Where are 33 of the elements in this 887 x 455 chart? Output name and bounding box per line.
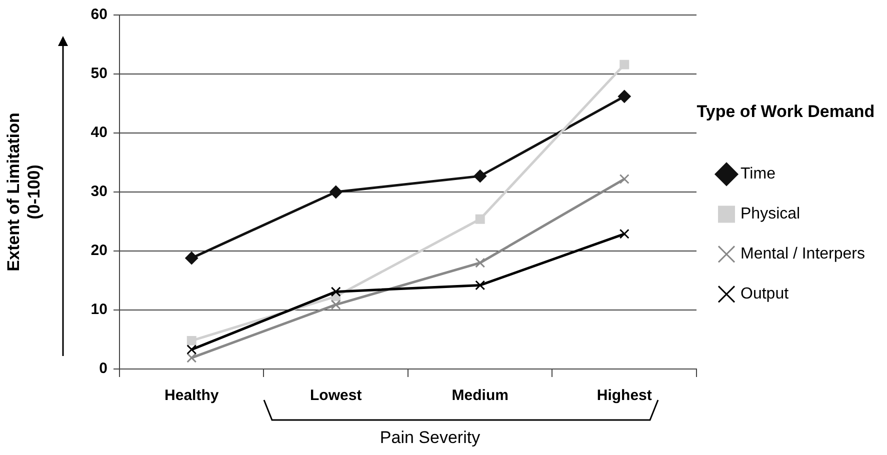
- point: [185, 252, 198, 265]
- y-tick-label: 30: [90, 183, 108, 200]
- point: [330, 300, 341, 310]
- point: [329, 186, 342, 198]
- legend-label: Physical: [740, 206, 800, 223]
- legend-label: Time: [740, 166, 776, 183]
- y-tick-label: 50: [90, 65, 108, 82]
- y-tick-label: 0: [99, 360, 108, 378]
- legend-label: Mental / Interpers: [740, 246, 865, 263]
- point: [618, 90, 631, 103]
- point: [619, 174, 630, 184]
- point: [475, 258, 486, 268]
- y-axis-title: Extent of Limitation (0-100): [4, 112, 44, 272]
- y-tick-label: 40: [90, 124, 108, 142]
- point: [475, 280, 486, 290]
- y-tick-label: 20: [90, 242, 108, 260]
- legend-title: Type of Work Demand: [696, 102, 875, 121]
- legend-label: Output: [740, 286, 790, 303]
- point: [620, 60, 630, 70]
- point: [186, 352, 197, 363]
- x-axis-title: Pain Severity: [378, 428, 482, 448]
- y-tick-label: 60: [90, 6, 108, 24]
- point: [330, 286, 341, 297]
- y-tick-label: 10: [90, 301, 108, 318]
- point: [475, 214, 485, 224]
- point: [186, 336, 196, 346]
- x-tick-label: Lowest: [310, 387, 362, 404]
- x-tick-label: Healthy: [164, 387, 220, 404]
- point: [474, 170, 487, 183]
- x-tick-label: Medium: [452, 387, 508, 404]
- x-tick-label: Highest: [596, 387, 652, 404]
- point: [186, 344, 197, 355]
- point: [619, 228, 630, 239]
